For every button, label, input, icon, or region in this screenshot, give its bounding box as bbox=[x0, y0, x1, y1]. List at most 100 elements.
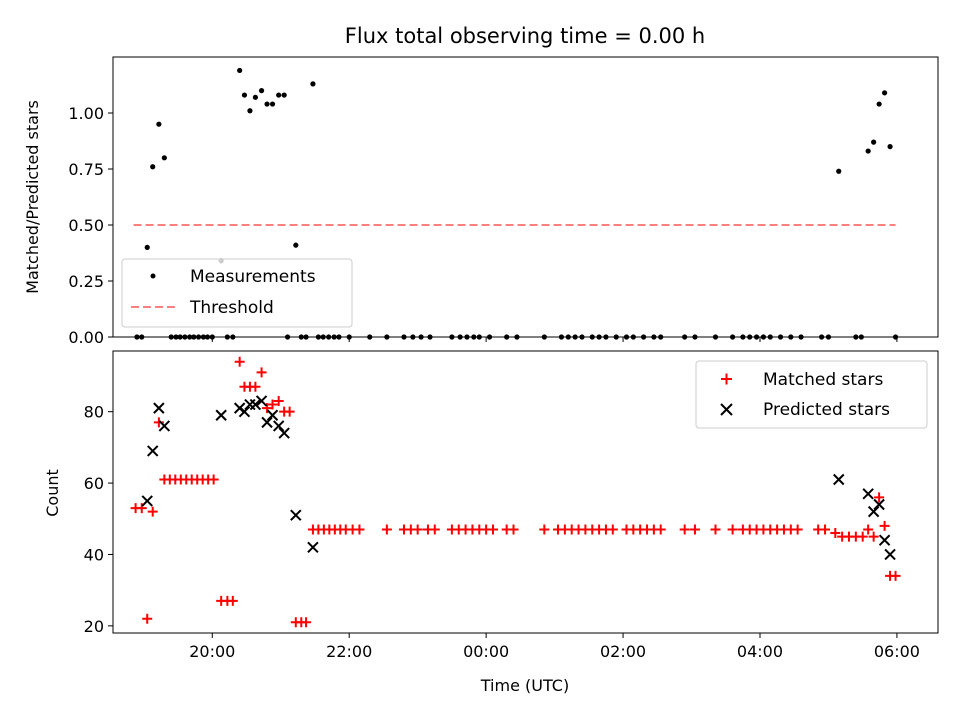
y-tick-label: 0.50 bbox=[68, 216, 104, 235]
matched-star-point bbox=[857, 531, 868, 542]
legend-threshold-label: Threshold bbox=[189, 298, 274, 318]
matched-star-point bbox=[147, 506, 158, 517]
legend-measurements-label: Measurements bbox=[190, 267, 316, 287]
top-legend-box bbox=[121, 258, 353, 328]
predicted-star-point bbox=[147, 445, 159, 457]
matched-star-point bbox=[874, 492, 885, 503]
y-tick-label: 80 bbox=[84, 403, 104, 422]
measurement-point bbox=[281, 92, 287, 98]
matched-star-point bbox=[487, 524, 498, 535]
measurement-point bbox=[871, 139, 877, 145]
legend-predicted-label: Predicted stars bbox=[763, 400, 890, 420]
matched-star-point bbox=[689, 524, 700, 535]
measurement-point bbox=[241, 92, 248, 98]
x-tick-label: 04:00 bbox=[737, 642, 783, 661]
matched-star-point bbox=[710, 524, 721, 535]
matched-star-point bbox=[262, 403, 273, 414]
matched-star-point bbox=[830, 528, 841, 539]
bottom-axis-ticks: 20:00 22:00 00:00 02:00 04:00 06:00 20 40 60 80 bbox=[84, 403, 920, 661]
predicted-star-point bbox=[158, 420, 171, 432]
measurement-point bbox=[252, 94, 259, 100]
legend-matched-marker bbox=[721, 373, 732, 385]
measurement-point bbox=[881, 90, 888, 96]
measurement-point bbox=[258, 88, 265, 94]
measurement-point bbox=[876, 101, 882, 107]
matched-star-point bbox=[208, 474, 219, 485]
x-tick-label: 02:00 bbox=[600, 642, 646, 661]
bottom-panel: Count Time (UTC) 20:00 22:00 00:00 02:00 04:… bbox=[43, 350, 939, 695]
measurement-point bbox=[293, 242, 299, 248]
bottom-y-axis-label: Count bbox=[43, 469, 62, 517]
bottom-plot-area bbox=[130, 356, 901, 628]
matched-star-point bbox=[412, 524, 423, 535]
predicted-star-point bbox=[238, 405, 251, 418]
top-legend: Measurements Threshold bbox=[121, 258, 353, 328]
measurement-point bbox=[836, 168, 842, 174]
measurement-point bbox=[887, 144, 893, 150]
measurement-point bbox=[237, 67, 243, 74]
top-axes-frame bbox=[112, 56, 939, 338]
matched-star-point bbox=[508, 524, 519, 535]
chart-title: Flux total observing time = 0.00 h bbox=[345, 24, 705, 48]
matched-star-point bbox=[792, 524, 803, 535]
matched-star-point bbox=[607, 524, 618, 535]
matched-star-point bbox=[250, 381, 261, 392]
matched-star-point bbox=[301, 617, 312, 628]
top-y-axis-label: Matched/Predicted stars bbox=[23, 100, 42, 294]
predicted-star-point bbox=[272, 420, 285, 432]
y-tick-label: 0.25 bbox=[68, 272, 104, 291]
predicted-star-point bbox=[255, 395, 268, 407]
x-tick-label: 06:00 bbox=[874, 642, 920, 661]
bottom-legend-box bbox=[695, 360, 928, 429]
predicted-star-point bbox=[261, 416, 273, 429]
y-tick-label: 40 bbox=[84, 545, 104, 564]
measurement-point bbox=[150, 164, 156, 170]
x-tick-label: 22:00 bbox=[326, 642, 372, 661]
predicted-star-point bbox=[867, 505, 880, 518]
predicted-star-point bbox=[884, 548, 896, 561]
y-tick-label: 0.00 bbox=[68, 328, 104, 347]
measurement-point bbox=[161, 155, 167, 161]
matched-star-point bbox=[679, 524, 690, 535]
y-tick-label: 1.00 bbox=[68, 104, 104, 123]
measurement-point bbox=[247, 108, 253, 114]
predicted-star-point bbox=[833, 473, 845, 486]
matched-star-point bbox=[381, 524, 392, 535]
measurement-point bbox=[865, 148, 871, 154]
top-panel: Flux total observing time = 0.00 h Match… bbox=[23, 24, 939, 347]
predicted-star-point bbox=[266, 409, 279, 421]
matched-star-point bbox=[429, 524, 440, 535]
matched-star-point bbox=[153, 417, 164, 428]
matched-star-point bbox=[284, 406, 295, 417]
legend-matched-label: Matched stars bbox=[763, 370, 883, 390]
matched-star-point bbox=[879, 520, 890, 531]
y-tick-label: 60 bbox=[84, 474, 104, 493]
matched-star-point bbox=[267, 399, 278, 410]
y-tick-label: 0.75 bbox=[68, 160, 104, 179]
predicted-star-point bbox=[878, 534, 891, 546]
matched-star-point bbox=[273, 395, 284, 406]
matched-star-point bbox=[655, 524, 666, 535]
measurement-point bbox=[156, 121, 162, 127]
predicted-star-point bbox=[290, 509, 302, 521]
x-axis-label: Time (UTC) bbox=[480, 676, 569, 695]
matched-star-point bbox=[136, 503, 147, 514]
predicted-star-point bbox=[307, 541, 319, 554]
legend-measurements-marker bbox=[150, 273, 156, 279]
predicted-star-point bbox=[244, 398, 256, 411]
legend-predicted-marker bbox=[720, 403, 733, 416]
measurement-point bbox=[310, 81, 316, 87]
y-tick-label: 20 bbox=[84, 617, 104, 636]
predicted-star-point bbox=[278, 427, 290, 439]
matched-star-point bbox=[234, 356, 245, 367]
matched-star-point bbox=[142, 613, 153, 624]
matched-star-point bbox=[820, 524, 831, 535]
matched-star-point bbox=[354, 524, 365, 535]
predicted-star-point bbox=[249, 398, 262, 411]
predicted-star-point bbox=[873, 498, 885, 511]
matched-star-point bbox=[863, 524, 874, 535]
matched-star-point bbox=[727, 524, 738, 535]
predicted-star-point bbox=[215, 409, 227, 421]
measurement-point bbox=[276, 92, 282, 98]
measurement-point bbox=[144, 244, 150, 250]
